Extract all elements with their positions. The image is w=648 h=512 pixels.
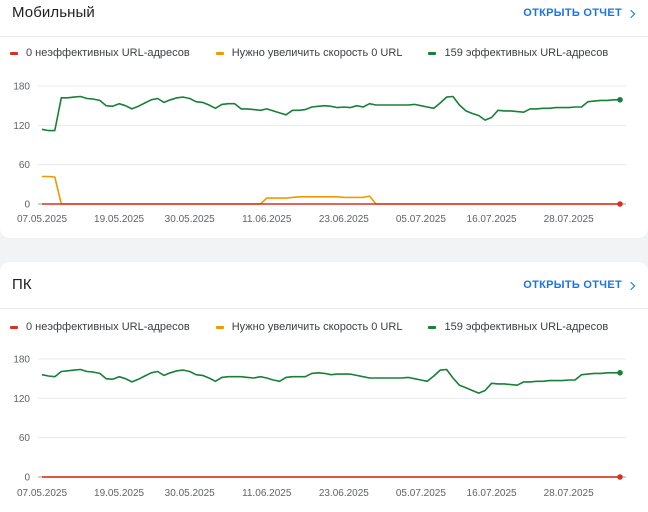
mobile-legend-good[interactable]: 159 эффективных URL-адресов xyxy=(428,47,608,59)
mobile-card-header: Мобильный ОТКРЫТЬ ОТЧЕТ xyxy=(0,0,648,36)
pc-x-tick-label: 23.06.2025 xyxy=(319,488,369,499)
mobile-x-tick-label: 19.05.2025 xyxy=(94,214,144,225)
mobile-x-tick-label: 30.05.2025 xyxy=(165,214,215,225)
pc-card-header: ПК ОТКРЫТЬ ОТЧЕТ xyxy=(0,262,648,298)
pc-y-tick-label: 180 xyxy=(13,355,30,366)
pc-x-tick-label: 19.05.2025 xyxy=(94,488,144,499)
pc-series-line-good[interactable] xyxy=(41,368,620,394)
mobile-x-tick-label: 16.07.2025 xyxy=(467,214,517,225)
pc-x-tick-label: 16.07.2025 xyxy=(467,488,517,499)
orange-swatch-icon xyxy=(215,325,224,329)
mobile-x-tick-label: 11.06.2025 xyxy=(242,214,292,225)
mobile-y-tick-label: 120 xyxy=(13,121,30,132)
mobile-endpoint-good[interactable] xyxy=(617,96,623,103)
green-swatch-icon xyxy=(428,51,437,55)
mobile-legend-needs-improvement-label: Нужно увеличить скорость 0 URL xyxy=(231,47,403,59)
pc-legend-poor-label: 0 неэффективных URL-адресов xyxy=(26,321,190,333)
pc-endpoint-good[interactable] xyxy=(617,369,623,376)
mobile-y-tick-label: 180 xyxy=(13,82,30,93)
pc-x-tick-label: 05.07.2025 xyxy=(396,488,446,499)
pc-y-tick-label: 0 xyxy=(24,473,30,484)
mobile-legend-poor-label: 0 неэффективных URL-адресов xyxy=(26,47,190,59)
pc-open-report-link[interactable]: ОТКРЫТЬ ОТЧЕТ xyxy=(523,279,636,291)
mobile-legend-poor[interactable]: 0 неэффективных URL-адресов xyxy=(10,47,190,59)
pc-legend-needs-improvement-label: Нужно увеличить скорость 0 URL xyxy=(231,321,403,333)
pc-legend-poor[interactable]: 0 неэффективных URL-адресов xyxy=(10,321,190,333)
pc-card: ПК ОТКРЫТЬ ОТЧЕТ xyxy=(0,262,648,512)
mobile-endpoint-poor[interactable] xyxy=(617,201,623,207)
pc-x-tick-label: 07.05.2025 xyxy=(17,488,67,499)
pc-legend-good[interactable]: 159 эффективных URL-адресов xyxy=(428,321,608,333)
green-swatch-icon xyxy=(428,325,437,329)
pc-x-tick-label: 11.06.2025 xyxy=(242,488,292,499)
mobile-open-report-link[interactable]: ОТКРЫТЬ ОТЧЕТ xyxy=(523,7,636,19)
mobile-x-tick-label: 05.07.2025 xyxy=(396,214,446,225)
pc-legend: 0 неэффективных URL-адресов Нужно увелич… xyxy=(10,321,638,333)
mobile-legend-good-label: 159 эффективных URL-адресов xyxy=(444,47,609,59)
red-swatch-icon xyxy=(10,325,18,329)
mobile-header-divider xyxy=(0,36,648,37)
pc-open-report-label: ОТКРЫТЬ ОТЧЕТ xyxy=(523,279,622,291)
mobile-legend-needs-improvement[interactable]: Нужно увеличить скорость 0 URL xyxy=(215,47,403,59)
pc-legend-good-label: 159 эффективных URL-адресов xyxy=(444,321,609,333)
mobile-y-tick-label: 60 xyxy=(19,160,31,171)
pc-card-title: ПК xyxy=(12,276,32,293)
mobile-x-tick-label: 28.07.2025 xyxy=(544,214,594,225)
pc-endpoint-poor[interactable] xyxy=(617,474,623,480)
pc-y-tick-label: 60 xyxy=(19,433,31,444)
pc-header-divider xyxy=(0,308,648,309)
mobile-y-tick-label: 0 xyxy=(24,200,30,211)
mobile-x-tick-label: 07.05.2025 xyxy=(17,214,67,225)
pc-x-tick-label: 28.07.2025 xyxy=(544,488,594,499)
red-swatch-icon xyxy=(10,51,18,55)
mobile-card-title: Мобильный xyxy=(12,4,95,21)
mobile-x-tick-label: 23.06.2025 xyxy=(319,214,369,225)
orange-swatch-icon xyxy=(215,51,224,55)
mobile-legend: 0 неэффективных URL-адресов Нужно увелич… xyxy=(10,47,638,59)
pc-y-tick-label: 120 xyxy=(13,394,30,405)
mobile-series-line-good[interactable] xyxy=(41,95,620,132)
mobile-line-chart: 0 60 120 180 07.05.2025 19.05.2025 30.05.2025 1… xyxy=(13,82,626,225)
mobile-open-report-label: ОТКРЫТЬ ОТЧЕТ xyxy=(523,7,622,19)
pc-x-tick-label: 30.05.2025 xyxy=(165,488,215,499)
mobile-card: Мобильный ОТКРЫТЬ ОТЧЕТ 0 неэффективных … xyxy=(0,0,648,238)
pc-legend-needs-improvement[interactable]: Нужно увеличить скорость 0 URL xyxy=(215,321,403,333)
